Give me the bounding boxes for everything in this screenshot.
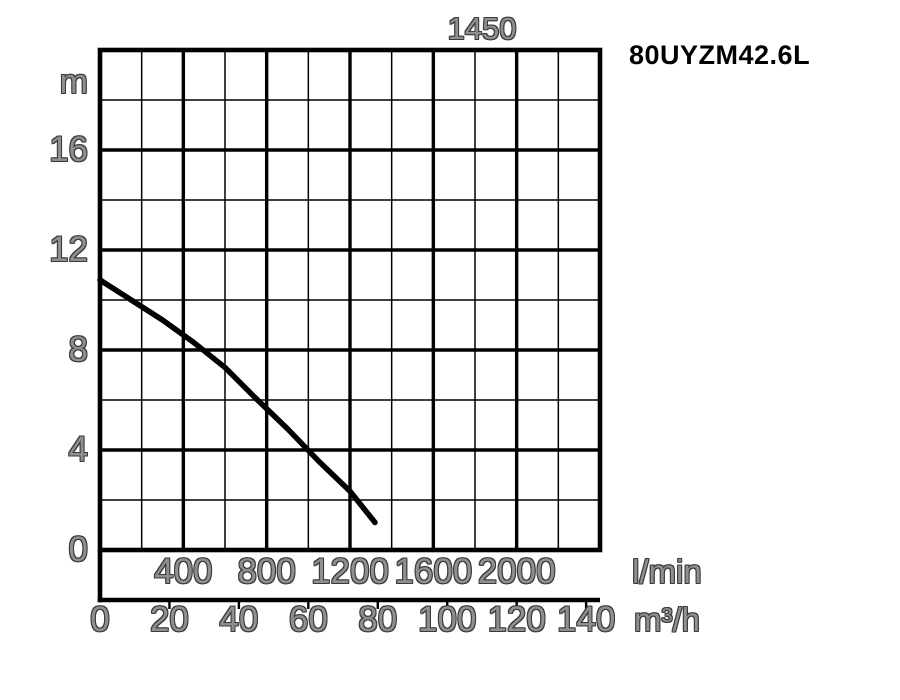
m3h-tick-label-60: 60 [288, 600, 328, 639]
lmin-tick-label-2000: 2000 [477, 552, 556, 591]
x-axis-unit-m3h-label: m³/h [634, 601, 700, 638]
y-tick-label-8: 8 [68, 330, 88, 369]
lmin-tick-label-1200: 1200 [311, 552, 389, 591]
chart-frame [97, 47, 603, 553]
y-axis-unit-label: m [59, 63, 88, 101]
m3h-tick-label-140: 140 [556, 600, 616, 639]
y-tick-label-0: 0 [68, 530, 88, 569]
rpm-speed-label: 1450 [447, 11, 517, 46]
y-tick-label-16: 16 [49, 130, 88, 169]
head-flow-curve [97, 277, 378, 526]
m3h-tick-label-120: 120 [487, 600, 546, 639]
lmin-tick-label-1600: 1600 [394, 552, 473, 591]
lmin-tick-label-400: 400 [154, 552, 213, 591]
x-axis-unit-lmin-label: l/min [632, 553, 702, 590]
m3h-tick-label-40: 40 [219, 600, 259, 639]
m3h-tick-label-100: 100 [418, 600, 477, 639]
model-number-label: 80UYZM42.6L [629, 40, 811, 70]
m3h-tick-label-80: 80 [358, 600, 398, 639]
m3h-tick-label-20: 20 [149, 600, 189, 639]
lmin-tick-label-800: 800 [237, 552, 296, 591]
y-tick-label-4: 4 [68, 430, 88, 469]
y-tick-label-12: 12 [49, 230, 88, 269]
m3h-tick-label-0: 0 [90, 600, 110, 639]
